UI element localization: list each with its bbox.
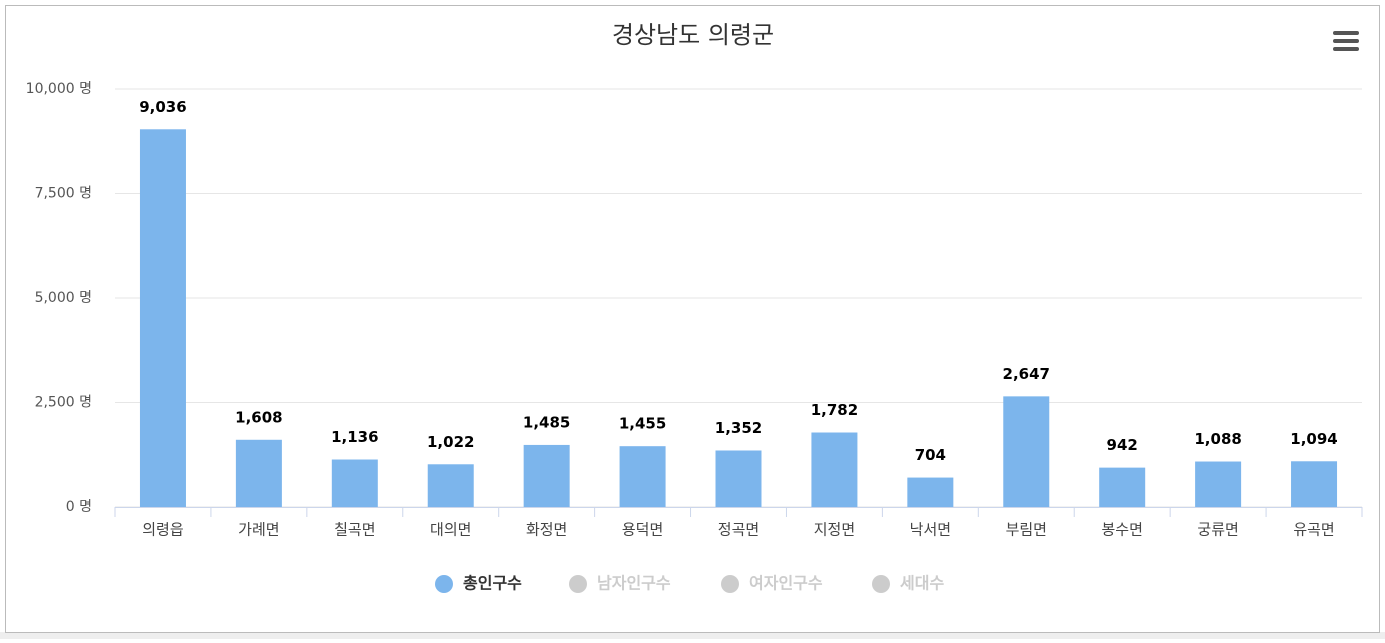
bar (619, 446, 666, 507)
x-tick-label: 가례면 (238, 521, 279, 539)
bar (907, 477, 954, 507)
legend-symbol[interactable] (569, 575, 587, 593)
chart-title: 경상남도 의령군 (612, 21, 774, 49)
data-label: 9,036 (139, 98, 186, 116)
data-label: 1,455 (619, 415, 666, 433)
legend-item[interactable]: 총인구수 (463, 574, 522, 593)
bar (1003, 396, 1050, 507)
bar (427, 464, 474, 507)
x-tick-label: 궁류면 (1197, 521, 1238, 539)
data-label: 942 (1107, 436, 1138, 454)
y-tick-label: 0 명 (66, 499, 92, 515)
data-label: 1,088 (1194, 430, 1241, 448)
menu-bar[interactable] (1333, 39, 1359, 43)
data-label: 1,352 (715, 419, 762, 437)
data-label: 1,485 (523, 413, 570, 431)
data-label: 704 (915, 446, 946, 464)
data-label: 1,136 (331, 428, 378, 446)
y-tick-label: 2,500 명 (35, 395, 92, 411)
x-tick-label: 의령읍 (142, 521, 183, 539)
x-tick-label: 유곡면 (1293, 521, 1334, 539)
x-tick-label: 부림면 (1006, 521, 1047, 539)
menu-button[interactable] (1333, 31, 1359, 51)
legend-item[interactable]: 여자인구수 (749, 574, 823, 593)
legend-symbol[interactable] (435, 575, 453, 593)
bar (715, 450, 762, 507)
bar (811, 432, 858, 507)
y-tick-label: 10,000 명 (26, 81, 92, 97)
x-tick-label: 화정면 (526, 521, 567, 539)
menu-bar[interactable] (1333, 31, 1359, 35)
data-label: 1,022 (427, 433, 474, 451)
bar (139, 129, 186, 507)
legend-symbol[interactable] (872, 575, 890, 593)
legend-item[interactable]: 세대수 (900, 574, 944, 593)
bar (1195, 461, 1242, 507)
bar (331, 459, 378, 507)
x-tick-label: 대의면 (430, 521, 471, 539)
menu-bar[interactable] (1333, 47, 1359, 51)
data-label: 2,647 (1003, 365, 1050, 383)
x-tick-label: 봉수면 (1101, 521, 1142, 539)
x-tick-label: 용덕면 (622, 521, 663, 539)
bar (1099, 467, 1146, 507)
legend-item[interactable]: 남자인구수 (597, 574, 671, 593)
bar (1291, 461, 1338, 507)
y-tick-label: 5,000 명 (35, 290, 92, 306)
bar (235, 439, 282, 507)
x-tick-label: 정곡면 (718, 521, 759, 539)
data-label: 1,782 (811, 401, 858, 419)
x-tick-label: 낙서면 (910, 521, 951, 539)
data-label: 1,608 (235, 408, 282, 426)
chart-border (5, 5, 1380, 633)
data-label: 1,094 (1290, 430, 1337, 448)
x-tick-label: 칠곡면 (334, 521, 375, 539)
bottom-strip (0, 632, 1385, 639)
y-tick-label: 7,500 명 (35, 186, 92, 202)
x-tick-label: 지정면 (814, 521, 855, 539)
bar (523, 444, 570, 507)
legend-symbol[interactable] (721, 575, 739, 593)
